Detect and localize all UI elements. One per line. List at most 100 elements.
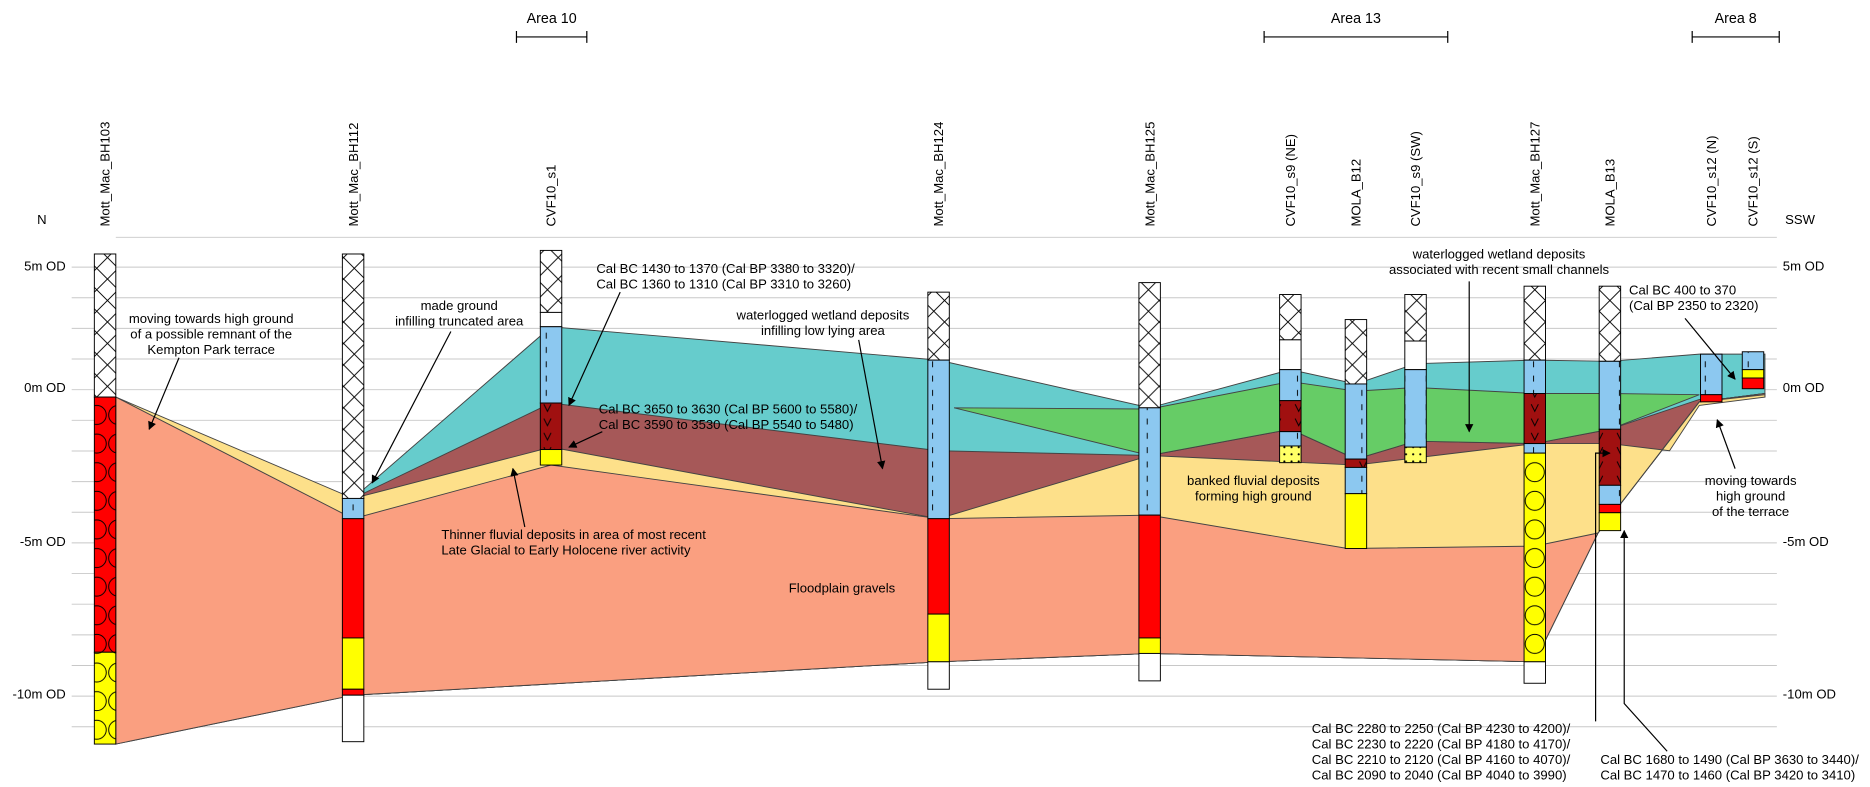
borehole-segment [341, 518, 365, 639]
borehole-segment [93, 651, 117, 745]
borehole-segment [539, 402, 563, 451]
borehole-segment [1523, 285, 1546, 361]
area-bracket [1263, 31, 1449, 43]
annotation-text: Cal BC 1470 to 1460 (Cal BP 3420 to 3410… [1600, 768, 1855, 783]
borehole-segment [1404, 340, 1427, 371]
borehole-segment [341, 694, 365, 743]
borehole-segment [1598, 512, 1622, 532]
annotation-text: Cal BC 2210 to 2120 (Cal BP 4160 to 4070… [1312, 752, 1571, 767]
area-label: Area 10 [527, 11, 577, 27]
annotation-text: forming high ground [1195, 489, 1312, 504]
borehole-segment [1279, 294, 1302, 341]
borehole-segment [1404, 446, 1427, 464]
annotation-arrow [568, 431, 603, 448]
borehole-segment [1404, 369, 1427, 448]
borehole-segment [1344, 466, 1368, 495]
annotation-arrow [568, 291, 621, 407]
borehole-segment [1523, 443, 1546, 454]
borehole-segment [93, 253, 117, 398]
level-label: 0m OD [1783, 380, 1825, 395]
borehole-segment [539, 249, 563, 313]
borehole-segment [1598, 285, 1622, 362]
borehole-label: CVF10_s1 [544, 165, 559, 227]
annotation-text: Cal BC 2280 to 2250 (Cal BP 4230 to 4200… [1312, 721, 1571, 736]
area-bracket [515, 31, 588, 43]
borehole-segment [1279, 339, 1302, 371]
borehole-segment [1598, 360, 1622, 430]
borehole-segment [93, 396, 117, 653]
annotation-text: Cal BC 1430 to 1370 (Cal BP 3380 to 3320… [596, 261, 855, 276]
borehole-segment [1344, 458, 1368, 468]
annotation-text: high ground [1716, 489, 1785, 504]
borehole-columns [93, 249, 1765, 745]
borehole-segment [341, 637, 365, 690]
borehole-segment [539, 326, 563, 404]
level-label: -10m OD [1783, 687, 1836, 702]
borehole-segment [341, 497, 365, 520]
borehole-segment [1598, 428, 1622, 486]
borehole-segment [1523, 452, 1546, 663]
annotation-text: associated with recent small channels [1389, 262, 1610, 277]
borehole-segment [1138, 637, 1161, 654]
annotation-text: Thinner fluvial deposits in area of most… [441, 527, 706, 542]
level-label: -5m OD [1783, 534, 1829, 549]
borehole-segment [1344, 493, 1368, 549]
borehole-segment [539, 449, 563, 466]
direction-label: N [37, 212, 46, 227]
borehole-segment [1523, 661, 1546, 684]
area-bracket [1691, 31, 1780, 43]
annotation-text: moving towards [1705, 473, 1797, 488]
borehole-segment [1344, 383, 1368, 460]
level-label: 5m OD [1783, 259, 1825, 274]
level-label: 5m OD [24, 259, 66, 274]
borehole-segment [539, 311, 563, 328]
borehole-label: MOLA_B12 [1349, 159, 1364, 227]
borehole-segment [1279, 445, 1302, 464]
borehole-label: MOLA_B13 [1603, 159, 1618, 227]
annotation-arrow [1715, 418, 1736, 469]
borehole-label: CVF10_s9 (SW) [1408, 131, 1423, 226]
borehole-segment [1741, 369, 1765, 379]
borehole-segment [1138, 652, 1161, 682]
annotation-text: waterlogged wetland deposits [736, 307, 910, 322]
borehole-segment [1523, 393, 1546, 445]
annotation-text: infilling truncated area [395, 313, 524, 328]
level-label: 0m OD [24, 380, 66, 395]
borehole-segment [1138, 282, 1161, 409]
borehole-segment [927, 291, 950, 361]
borehole-segment [1523, 359, 1546, 394]
level-label: -10m OD [13, 687, 66, 702]
borehole-label: CVF10_s9 (NE) [1283, 134, 1298, 227]
annotation-text: Late Glacial to Early Holocene river act… [441, 542, 691, 557]
annotation-arrow [510, 467, 526, 528]
borehole-segment [1598, 484, 1622, 505]
borehole-segment [1279, 369, 1302, 402]
borehole-segment [1138, 514, 1161, 639]
borehole-segment [1700, 394, 1723, 403]
borehole-segment [1598, 503, 1622, 514]
direction-label: SSW [1785, 212, 1815, 227]
annotation-text: Cal BC 400 to 370 [1629, 282, 1736, 297]
labels: Mott_Mac_BH103 Mott_Mac_BH112 CVF10_s1 Mott… [13, 11, 1860, 783]
annotation-text: made ground [421, 298, 498, 313]
annotation-arrow [1620, 529, 1668, 752]
annotation-arrow [1684, 317, 1736, 380]
borehole-segment [927, 613, 950, 663]
annotation-text: Cal BC 3590 to 3530 (Cal BP 5540 to 5480… [599, 417, 854, 432]
annotation-text: Cal BC 2090 to 2040 (Cal BP 4040 to 3990… [1312, 768, 1567, 783]
area-label: Area 8 [1715, 11, 1757, 27]
borehole-label: CVF10_s12 (S) [1746, 136, 1761, 226]
annotation-text: banked fluvial deposits [1187, 473, 1320, 488]
annotation-text: Cal BC 1360 to 1310 (Cal BP 3310 to 3260… [596, 276, 851, 291]
annotation-text: Cal BC 1680 to 1490 (Cal BP 3630 to 3440… [1600, 752, 1859, 767]
borehole-segment [1279, 431, 1302, 447]
borehole-segment [341, 253, 365, 499]
annotation-text: waterlogged wetland deposits [1412, 247, 1586, 262]
annotation-text: Floodplain gravels [789, 581, 896, 596]
area-label: Area 13 [1331, 11, 1381, 27]
borehole-segment [927, 359, 950, 520]
annotation-arrow [371, 331, 452, 484]
level-label: -5m OD [20, 534, 66, 549]
annotation-arrow [858, 339, 886, 470]
